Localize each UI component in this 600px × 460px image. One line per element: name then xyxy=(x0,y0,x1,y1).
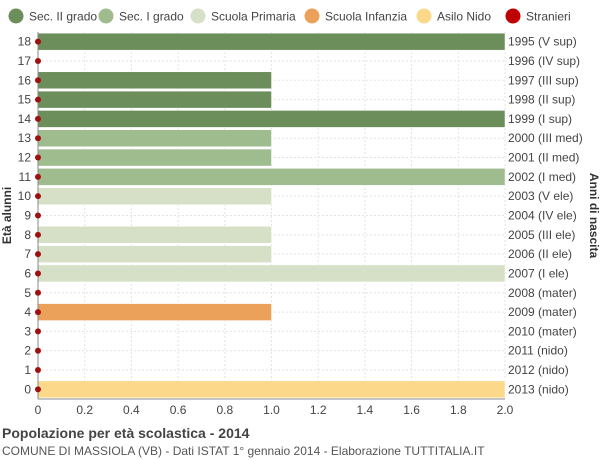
age-tick-label: 8 xyxy=(24,228,31,242)
birth-year-label: 2013 (nido) xyxy=(508,382,569,396)
stranieri-marker xyxy=(35,57,41,64)
age-tick-label: 16 xyxy=(18,73,32,87)
stranieri-marker xyxy=(35,367,41,374)
x-tick-label: 1.8 xyxy=(450,403,467,417)
stranieri-marker xyxy=(35,77,41,84)
x-tick-label: 1.0 xyxy=(263,403,280,417)
birth-year-label: 2010 (mater) xyxy=(508,324,577,338)
stranieri-marker xyxy=(35,309,41,316)
birth-year-label: 2004 (IV ele) xyxy=(508,209,577,223)
x-tick-label: 2.0 xyxy=(497,403,514,417)
age-tick-label: 13 xyxy=(18,131,32,145)
age-tick-label: 3 xyxy=(24,324,31,338)
stranieri-marker xyxy=(35,289,41,296)
legend-swatch xyxy=(190,8,206,24)
age-tick-label: 14 xyxy=(18,112,32,126)
x-tick-label: 1.2 xyxy=(310,403,327,417)
stranieri-marker xyxy=(35,231,41,238)
age-tick-label: 2 xyxy=(24,344,31,358)
stranieri-marker xyxy=(35,386,41,393)
age-tick-label: 6 xyxy=(24,266,31,280)
age-tick-label: 18 xyxy=(18,35,32,49)
age-tick-label: 10 xyxy=(18,189,32,203)
birth-year-label: 2005 (III ele) xyxy=(508,228,575,242)
age-tick-label: 7 xyxy=(24,247,31,261)
birth-year-label: 2009 (mater) xyxy=(508,305,577,319)
age-tick-label: 4 xyxy=(24,305,31,319)
x-tick-label: 0.2 xyxy=(76,403,93,417)
x-tick-label: 0.8 xyxy=(216,403,233,417)
stranieri-marker xyxy=(35,347,41,354)
x-tick-label: 0.4 xyxy=(123,403,140,417)
x-tick-label: 1.6 xyxy=(403,403,420,417)
birth-year-label: 1995 (V sup) xyxy=(508,35,577,49)
birth-year-label: 1999 (I sup) xyxy=(508,112,572,126)
stranieri-marker xyxy=(35,328,41,335)
bar xyxy=(37,90,272,109)
x-tick-label: 1.4 xyxy=(357,403,374,417)
birth-year-label: 2003 (V ele) xyxy=(508,189,573,203)
age-population-chart: Sec. II grado Sec. I grado Scuola Primaria… xyxy=(0,8,600,417)
chart-subtitle: COMUNE DI MASSIOLA (VB) - Dati ISTAT 1° … xyxy=(2,444,485,458)
age-tick-label: 5 xyxy=(24,286,31,300)
legend-swatch xyxy=(98,8,114,24)
legend-swatch xyxy=(416,8,432,24)
legend-label: Scuola Primaria xyxy=(211,10,296,24)
bar xyxy=(37,303,272,321)
stranieri-marker xyxy=(35,135,41,142)
age-tick-label: 0 xyxy=(24,382,31,396)
birth-year-label: 2002 (I med) xyxy=(508,170,576,184)
legend-swatch xyxy=(304,8,320,24)
bar xyxy=(37,71,272,90)
bar xyxy=(37,168,506,186)
age-tick-label: 1 xyxy=(24,363,31,377)
birth-year-label: 2008 (mater) xyxy=(508,286,577,300)
legend-label: Asilo Nido xyxy=(437,10,491,24)
age-tick-label: 17 xyxy=(18,54,32,68)
birth-year-label: 2007 (I ele) xyxy=(508,266,569,280)
x-tick-label: 0.6 xyxy=(170,403,187,417)
birth-year-label: 2006 (II ele) xyxy=(508,247,572,261)
age-tick-label: 11 xyxy=(19,170,32,184)
stranieri-marker xyxy=(35,173,41,180)
y-axis-title: Età alunni xyxy=(0,187,14,244)
age-tick-label: 12 xyxy=(18,151,32,165)
stranieri-marker xyxy=(35,270,41,277)
stranieri-marker xyxy=(35,251,41,258)
legend-label: Sec. II grado xyxy=(29,10,97,24)
legend-label: Stranieri xyxy=(526,10,571,24)
bar xyxy=(37,226,272,244)
bar xyxy=(37,129,272,147)
legend-label: Scuola Infanzia xyxy=(325,10,407,24)
y2-axis-title: Anni di nascita xyxy=(587,173,600,259)
birth-year-label: 1997 (III sup) xyxy=(508,73,579,87)
birth-year-label: 1996 (IV sup) xyxy=(508,54,580,68)
bar xyxy=(37,380,506,399)
birth-year-label: 1998 (II sup) xyxy=(508,93,575,107)
stranieri-marker xyxy=(35,115,41,122)
bar xyxy=(37,187,272,205)
bar xyxy=(37,148,272,167)
age-tick-label: 9 xyxy=(24,209,31,223)
bar xyxy=(37,32,506,51)
x-tick-label: 0 xyxy=(35,403,42,417)
bar xyxy=(37,245,272,263)
legend-label: Sec. I grado xyxy=(119,10,184,24)
bar xyxy=(37,110,506,128)
birth-year-label: 2012 (nido) xyxy=(508,363,569,377)
legend-swatch xyxy=(505,8,521,24)
chart-title: Popolazione per età scolastica - 2014 xyxy=(2,425,250,441)
stranieri-marker xyxy=(35,154,41,161)
stranieri-marker xyxy=(35,38,41,45)
birth-year-label: 2000 (III med) xyxy=(508,131,583,145)
birth-year-label: 2001 (II med) xyxy=(508,151,579,165)
legend-swatch xyxy=(8,8,24,24)
stranieri-marker xyxy=(35,212,41,219)
stranieri-marker xyxy=(35,193,41,200)
birth-year-label: 2011 (nido) xyxy=(508,344,568,358)
stranieri-marker xyxy=(35,96,41,103)
bar xyxy=(37,264,506,283)
age-tick-label: 15 xyxy=(18,93,32,107)
